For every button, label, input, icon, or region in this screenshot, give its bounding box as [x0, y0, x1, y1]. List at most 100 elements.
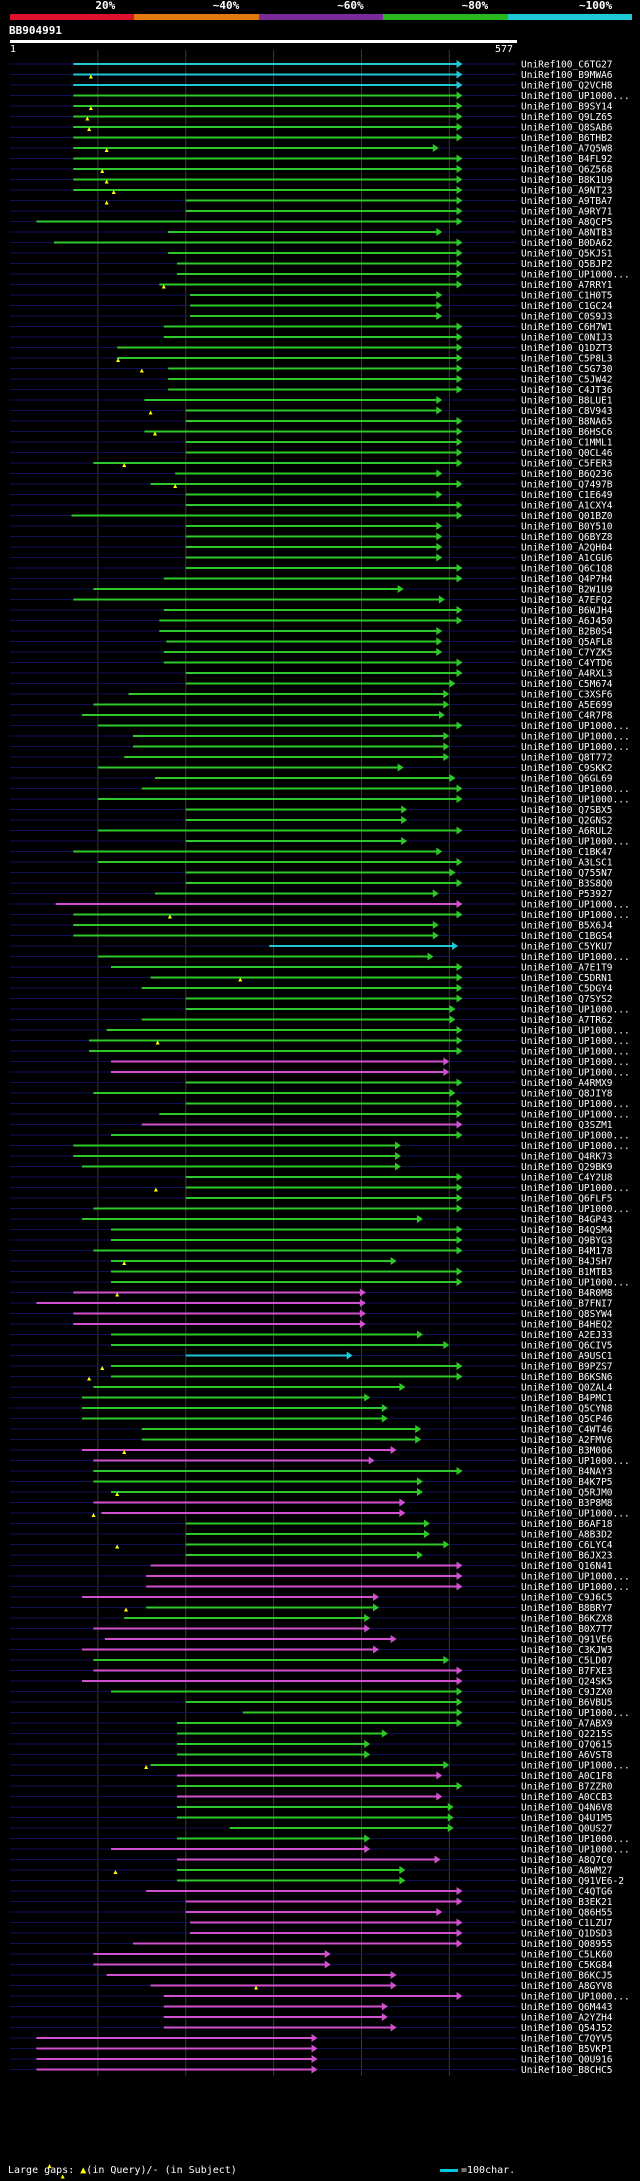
hit-label: UniRef100_C3KJW3	[521, 1645, 613, 1656]
hit-arrow-icon	[346, 1351, 353, 1360]
hit-label: UniRef100_A9TBA7	[521, 196, 613, 207]
legend-segment	[10, 14, 135, 20]
hit-arrow-icon	[456, 1582, 463, 1591]
hit-arrow-icon	[456, 154, 463, 163]
hit-arrow-icon	[436, 1908, 443, 1916]
hit-arrow-icon	[447, 1813, 454, 1822]
hit-label: UniRef100_A0CCB3	[521, 1792, 613, 1803]
hit-label: UniRef100_B4M178	[521, 1246, 613, 1257]
hit-label: UniRef100_B9PZS7	[521, 1362, 613, 1373]
hit-arrow-icon	[456, 322, 463, 331]
query-gap-marker-icon	[148, 410, 153, 415]
hit-label: UniRef100_UP1000...	[521, 721, 630, 732]
hit-label: UniRef100_UP1000...	[521, 1834, 630, 1845]
hit-label: UniRef100_A5E699	[521, 700, 613, 711]
hit-label: UniRef100_Q4U1M5	[521, 1813, 613, 1824]
hit-label: UniRef100_Q7SBX5	[521, 805, 613, 816]
query-gap-marker-icon	[155, 1040, 160, 1045]
hit-arrow-icon	[456, 511, 463, 520]
hit-arrow-icon	[311, 2055, 318, 2063]
hit-label: UniRef100_B8LUE1	[521, 396, 613, 407]
hit-label: UniRef100_C5YKU7	[521, 942, 613, 953]
hit-arrow-icon	[436, 522, 443, 530]
hit-label: UniRef100_C6LYC4	[521, 1540, 613, 1551]
hit-arrow-icon	[364, 1614, 371, 1622]
hit-arrow-icon	[364, 1393, 371, 1402]
legend-segment	[134, 14, 259, 20]
hit-arrow-icon	[456, 70, 463, 79]
hit-label: UniRef100_B4QSM4	[521, 1225, 613, 1236]
hit-arrow-icon	[456, 1992, 463, 2000]
hit-arrow-icon	[401, 805, 408, 814]
hit-arrow-icon	[456, 910, 463, 919]
hit-label: UniRef100_Q5CYN8	[521, 1404, 613, 1415]
hit-label: UniRef100_Q6CIV5	[521, 1341, 613, 1352]
hit-label: UniRef100_B2W1U9	[521, 585, 613, 596]
hit-label: UniRef100_C9J6C5	[521, 1593, 613, 1604]
hit-arrow-icon	[443, 1057, 450, 1066]
hit-arrow-icon	[436, 312, 443, 320]
hit-arrow-icon	[456, 1918, 463, 1927]
hit-arrow-icon	[432, 144, 439, 152]
hit-arrow-icon	[456, 207, 463, 215]
hit-arrow-icon	[456, 721, 463, 730]
hit-arrow-icon	[456, 1078, 463, 1087]
hit-label: UniRef100_A4RMX9	[521, 1078, 613, 1089]
hit-label: UniRef100_Q24SK5	[521, 1677, 613, 1688]
hit-label: UniRef100_UP1000...	[521, 270, 630, 281]
hit-arrow-icon	[456, 1236, 463, 1244]
query-gap-marker-icon	[111, 190, 116, 194]
hit-arrow-icon	[427, 952, 434, 961]
hit-arrow-icon	[436, 291, 443, 299]
hit-arrow-icon	[324, 1960, 331, 1969]
hit-arrow-icon	[399, 1498, 406, 1507]
hit-arrow-icon	[443, 1761, 450, 1769]
hit-label: UniRef100_UP1000...	[521, 1509, 630, 1520]
hit-label: UniRef100_Q54J52	[521, 2023, 613, 2034]
hit-arrow-icon	[456, 1278, 463, 1286]
hit-label: UniRef100_A7TR62	[521, 1015, 613, 1026]
hit-arrow-icon	[449, 679, 456, 688]
hit-label: UniRef100_B3EK21	[521, 1897, 613, 1908]
hit-label: UniRef100_UP1000...	[521, 837, 630, 848]
hit-label: UniRef100_B6WJH4	[521, 606, 613, 617]
query-gap-marker-icon	[91, 1513, 96, 1517]
query-gap-marker-icon	[100, 1366, 105, 1370]
hit-arrow-icon	[397, 763, 404, 772]
hit-label: UniRef100_Q16N41	[521, 1561, 613, 1572]
hit-label: UniRef100_B6Q236	[521, 469, 613, 480]
hit-arrow-icon	[436, 532, 443, 541]
hit-arrow-icon	[456, 270, 463, 278]
hit-label: UniRef100_B4GP43	[521, 1215, 613, 1226]
query-gap-marker-icon	[139, 368, 144, 373]
hit-label: UniRef100_C3XSF6	[521, 690, 613, 701]
hit-label: UniRef100_C5LD07	[521, 1656, 613, 1667]
hit-arrow-icon	[443, 732, 450, 740]
hit-label: UniRef100_Q7497B	[521, 480, 613, 491]
hit-label: UniRef100_Q4RK73	[521, 1152, 613, 1163]
hit-label: UniRef100_C1E649	[521, 490, 613, 501]
hit-label: UniRef100_Q8SYW4	[521, 1309, 613, 1320]
scale-line-icon	[440, 2168, 458, 2172]
hit-arrow-icon	[373, 1645, 380, 1654]
query-gap-marker-icon	[144, 1765, 149, 1769]
hit-arrow-icon	[449, 1089, 456, 1097]
hit-label: UniRef100_Q755N7	[521, 868, 613, 879]
hit-arrow-icon	[456, 1173, 463, 1181]
hit-arrow-icon	[456, 1698, 463, 1706]
hit-label: UniRef100_Q1DSD3	[521, 1929, 613, 1940]
hit-label: UniRef100_C5FER3	[521, 459, 613, 470]
hit-arrow-icon	[456, 616, 463, 625]
query-gap-marker-icon	[104, 179, 109, 184]
hit-label: UniRef100_UP1000...	[521, 1057, 630, 1068]
hit-arrow-icon	[424, 1519, 431, 1528]
hit-arrow-icon	[390, 1257, 397, 1265]
hit-label: UniRef100_A2EJ33	[521, 1330, 613, 1341]
hit-arrow-icon	[456, 280, 463, 289]
hit-label: UniRef100_UP1000...	[521, 900, 630, 911]
hit-arrow-icon	[456, 1183, 463, 1192]
hit-label: UniRef100_B8K1U9	[521, 175, 613, 186]
query-gap-marker-icon	[87, 1376, 92, 1381]
hit-arrow-icon	[364, 1834, 371, 1843]
hit-arrow-icon	[436, 490, 443, 499]
